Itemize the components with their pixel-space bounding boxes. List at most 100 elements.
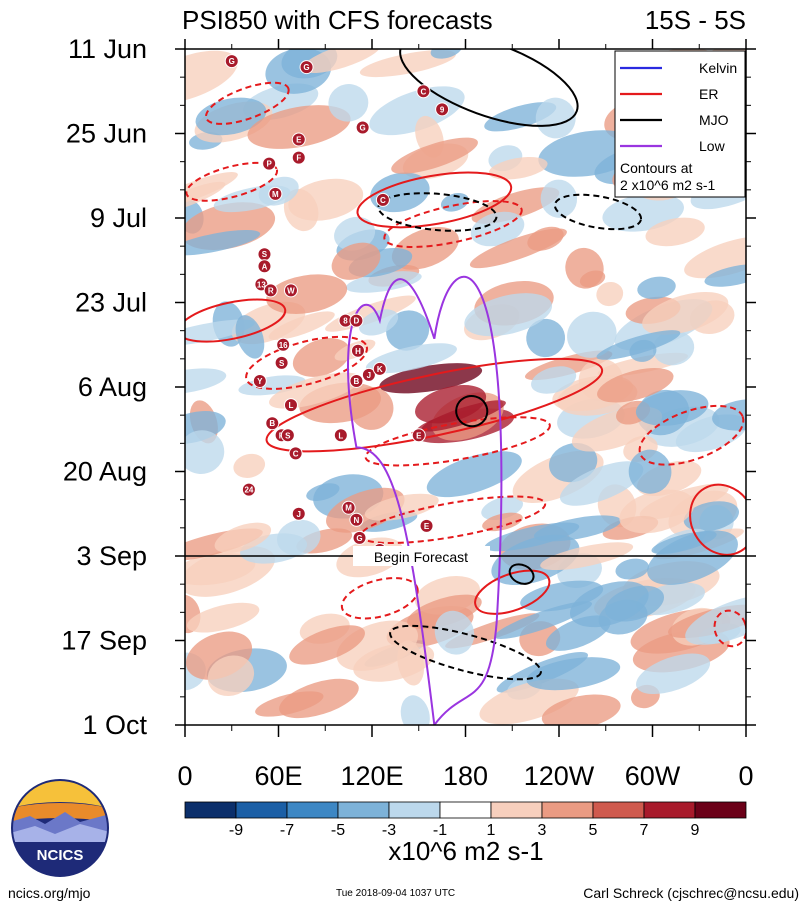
tc-label: P xyxy=(266,160,272,169)
er-contour-negative xyxy=(638,404,745,466)
tc-marker xyxy=(375,192,390,207)
tc-label: C xyxy=(293,449,299,458)
anomaly-patch xyxy=(488,157,548,180)
er-contour-negative xyxy=(340,577,419,620)
tc-marker xyxy=(355,120,370,135)
tc-label: 8 xyxy=(343,317,348,326)
tc-label: M xyxy=(272,190,279,199)
colorbar-units: x10^6 m2 s-1 xyxy=(388,836,543,866)
anomaly-patch xyxy=(185,172,238,208)
tc-label: J xyxy=(297,510,301,519)
anomaly-patch xyxy=(597,367,674,403)
colorbar-swatch xyxy=(541,801,594,819)
tc-marker xyxy=(361,367,376,382)
anomaly-patch xyxy=(334,216,376,251)
y-tick-label: 25 Jun xyxy=(66,119,147,149)
anomaly-patch xyxy=(440,192,469,212)
x-tick-label: 120E xyxy=(340,761,403,791)
anomaly-patch xyxy=(207,655,255,697)
colorbar-swatch xyxy=(337,801,390,819)
anomaly-patch xyxy=(647,530,738,585)
anomaly-patch xyxy=(364,493,439,521)
anomaly-patch xyxy=(596,281,624,307)
anomaly-patch xyxy=(214,522,272,553)
anomaly-patch xyxy=(636,653,711,695)
tc-label: S xyxy=(262,250,268,259)
tc-marker xyxy=(265,416,280,431)
er-contour xyxy=(474,569,551,615)
mjo-contour xyxy=(399,49,579,127)
anomaly-patch xyxy=(526,657,621,691)
legend-label: Kelvin xyxy=(699,60,737,76)
x-tick-label: 0 xyxy=(738,761,753,791)
colorbar-label: -1 xyxy=(433,822,447,839)
forecast-label-bg xyxy=(353,546,490,566)
tc-marker xyxy=(291,132,306,147)
x-tick-label: 120W xyxy=(524,761,595,791)
tc-label: H xyxy=(355,347,361,356)
tc-marker xyxy=(349,313,364,328)
anomaly-patch xyxy=(559,461,644,506)
er-contour-negative xyxy=(245,335,369,390)
tc-label: 16 xyxy=(279,341,288,350)
tc-marker xyxy=(419,518,434,533)
tc-label: D xyxy=(354,317,360,326)
anomaly-patch xyxy=(400,695,430,725)
colorbar-swatch xyxy=(286,801,339,819)
colorbar-label: -7 xyxy=(280,822,294,839)
colorbar: -9 -7 -5 -3 -1 1 3 5 7 9 xyxy=(184,801,747,839)
er-contour-negative xyxy=(205,81,290,125)
tc-label: C xyxy=(421,87,427,96)
tc-marker xyxy=(274,355,289,370)
anomaly-patch xyxy=(469,228,567,269)
anomaly-patch xyxy=(266,274,348,314)
x-tick-label: 60W xyxy=(625,761,681,791)
tc-marker xyxy=(416,84,431,99)
tc-label: E xyxy=(424,522,430,531)
anomaly-patch xyxy=(482,512,523,532)
colorbar-label: -5 xyxy=(331,822,345,839)
colorbar-label: 9 xyxy=(691,822,700,839)
anomaly-patch xyxy=(434,610,475,655)
er-contour xyxy=(356,171,513,229)
anomaly-patch xyxy=(526,318,566,358)
er-contour-negative xyxy=(185,161,279,202)
tc-label: G xyxy=(360,123,366,132)
tc-marker xyxy=(263,283,278,298)
anomaly-patch xyxy=(185,229,261,256)
tc-marker xyxy=(299,60,314,75)
tc-label: W xyxy=(287,286,295,295)
anomaly-patch xyxy=(268,311,335,341)
mjo-contour-negative xyxy=(389,624,542,681)
tc-marker xyxy=(280,428,295,443)
mjo-contour xyxy=(455,395,489,428)
anomaly-patch xyxy=(579,270,606,288)
mjo-contour-negative xyxy=(377,192,498,232)
anomaly-patch xyxy=(326,487,405,533)
tc-marker xyxy=(333,428,348,443)
y-tick-label: 11 Jun xyxy=(68,34,147,64)
tc-label: M xyxy=(345,504,352,513)
colorbar-label: 3 xyxy=(538,822,547,839)
anomaly-patch xyxy=(365,343,457,374)
colorbar-label: 5 xyxy=(589,822,598,839)
anomaly-patch xyxy=(637,276,676,300)
tc-marker xyxy=(435,102,450,117)
x-axis: 0 60E 120E 180 120W 60W 0 xyxy=(177,39,754,791)
anomaly-patch xyxy=(684,235,746,279)
anomaly-patch xyxy=(464,293,553,337)
anomaly-patch xyxy=(306,483,340,501)
colorbar-swatch xyxy=(439,801,492,819)
anomaly-patch xyxy=(549,443,598,483)
tropical-cyclone-markers: GGGPMEFCSA13WR8D16SHJKYBLBRSCLE24JMNGEG9… xyxy=(224,54,450,557)
anomaly-patch xyxy=(628,449,672,494)
tc-label: B xyxy=(269,419,275,428)
tc-label: 24 xyxy=(244,486,253,495)
anomaly-patch xyxy=(567,311,617,358)
y-tick-label: 6 Aug xyxy=(78,372,147,402)
tc-label: S xyxy=(285,431,291,440)
legend-note-line1: Contours at xyxy=(620,160,692,176)
tc-marker xyxy=(291,506,306,521)
y-tick-label: 1 Oct xyxy=(82,710,147,740)
